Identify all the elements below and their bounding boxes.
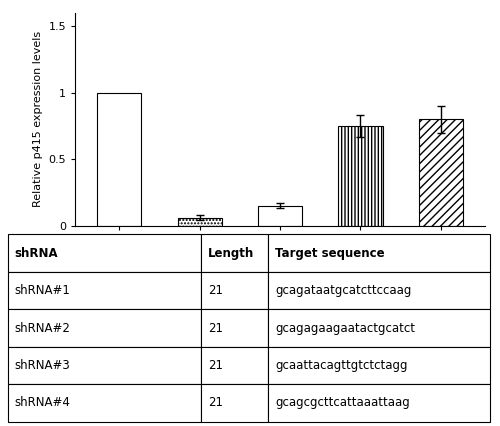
Text: shRNA#4: shRNA#4: [14, 397, 70, 409]
Bar: [8, 347, 200, 384]
Text: shRNA#2: shRNA#2: [14, 322, 70, 334]
Bar: [8, 384, 200, 422]
Text: gcagagaagaatactgcatct: gcagagaagaatactgcatct: [276, 322, 416, 334]
Bar: [8, 309, 200, 347]
Text: Length: Length: [208, 247, 254, 259]
Bar: [418, 119, 463, 226]
Text: 21: 21: [208, 397, 222, 409]
Bar: [268, 384, 490, 422]
Bar: [268, 309, 490, 347]
Text: shRNA#3: shRNA#3: [14, 359, 70, 372]
Bar: [200, 347, 268, 384]
Bar: [268, 272, 490, 309]
Bar: [200, 234, 268, 272]
Text: 21: 21: [208, 322, 222, 334]
Bar: [338, 126, 382, 226]
Text: 21: 21: [208, 284, 222, 297]
Text: shRNA#1: shRNA#1: [14, 284, 70, 297]
Bar: [258, 206, 302, 226]
Bar: [8, 272, 200, 309]
Text: shRNA: shRNA: [14, 247, 59, 259]
Bar: [268, 234, 490, 272]
Text: gcagcgcttcattaaattaag: gcagcgcttcattaaattaag: [276, 397, 410, 409]
Text: 21: 21: [208, 359, 222, 372]
Text: gcagataatgcatcttccaag: gcagataatgcatcttccaag: [276, 284, 411, 297]
Bar: [178, 218, 222, 226]
Y-axis label: Relative p415 expression levels: Relative p415 expression levels: [33, 31, 43, 207]
Bar: [200, 309, 268, 347]
Bar: [200, 384, 268, 422]
Text: Target sequence: Target sequence: [276, 247, 385, 259]
Bar: [8, 234, 200, 272]
Bar: [268, 347, 490, 384]
Bar: [97, 93, 142, 226]
Bar: [200, 272, 268, 309]
Text: gcaattacagttgtctctagg: gcaattacagttgtctctagg: [276, 359, 408, 372]
